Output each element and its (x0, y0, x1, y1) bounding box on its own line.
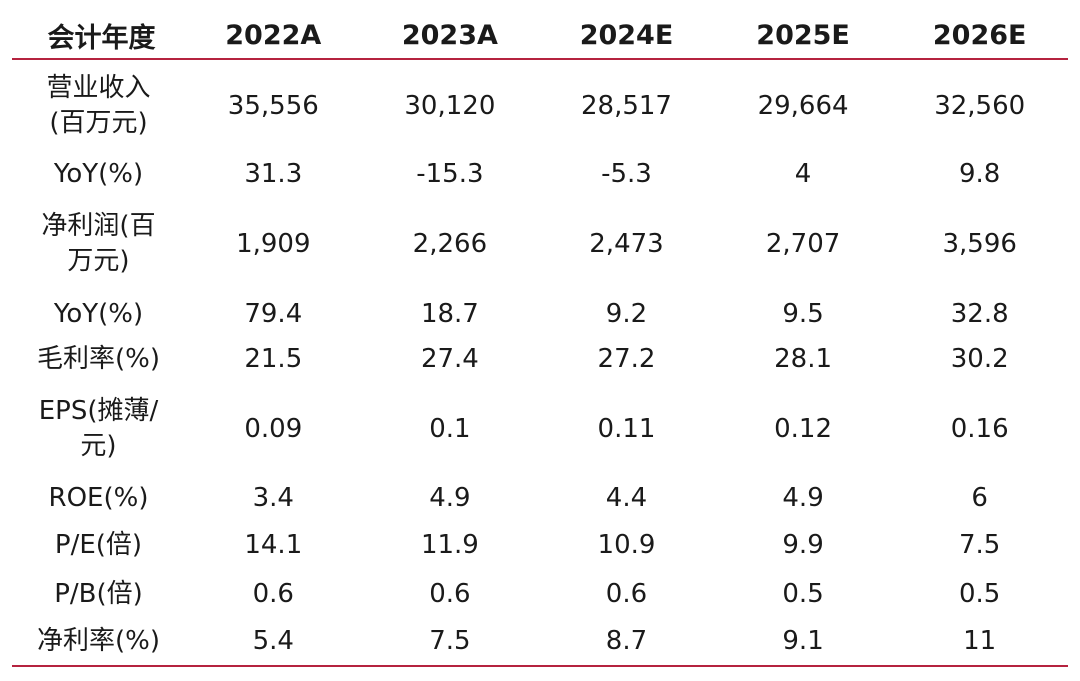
table-row: 净利率(%) 5.4 7.5 8.7 9.1 11 (12, 618, 1068, 667)
table-row: ROE(%) 3.4 4.9 4.4 4.9 6 (12, 475, 1068, 521)
table-row: 毛利率(%) 21.5 27.4 27.2 28.1 30.2 (12, 336, 1068, 383)
row-label: 毛利率(%) (37, 344, 160, 374)
table-cell: 32.8 (950, 298, 1009, 329)
table-row: EPS(摊薄/ 元) 0.09 0.1 0.11 0.12 0.16 (12, 383, 1068, 475)
row-label: YoY(%) (53, 298, 144, 329)
forecast-table: 会计年度 2022A 2023A 2024E 2025E 2026E 营业收入 … (12, 12, 1068, 667)
table-row: YoY(%) 79.4 18.7 9.2 9.5 32.8 (12, 292, 1068, 336)
table-cell: 8.7 (538, 618, 715, 667)
row-label: 净利率(%) (12, 618, 185, 667)
table-cell: 9.1 (714, 618, 892, 667)
table-cell: 4.4 (605, 482, 648, 513)
table-cell: 1,909 (236, 228, 311, 259)
header-year: 2026E (891, 12, 1068, 60)
table-header: 会计年度 2022A 2023A 2024E 2025E 2026E (12, 12, 1068, 60)
table-cell: 0.11 (597, 413, 656, 444)
table-cell: 0.6 (252, 578, 294, 609)
table-cell: 0.6 (605, 578, 648, 609)
table-cell: 2,266 (412, 228, 488, 259)
table-cell: 0.1 (429, 413, 471, 444)
header-label: 会计年度 (12, 12, 185, 60)
table-cell: 30.2 (950, 344, 1009, 374)
table-row: 营业收入 (百万元) 35,556 30,120 28,517 29,664 32,560 (12, 59, 1068, 152)
row-label: ROE(%) (48, 482, 149, 513)
row-label: YoY(%) (53, 158, 144, 189)
table-cell: 11.9 (420, 530, 479, 560)
table-cell: 18.7 (420, 298, 479, 329)
table-cell: 29,664 (757, 90, 849, 121)
table-cell: 11 (891, 618, 1068, 667)
table-cell: 28.1 (774, 344, 833, 374)
table-cell: 3,596 (942, 228, 1017, 259)
table-cell: 4.9 (782, 482, 824, 513)
table-cell: 79.4 (244, 298, 303, 329)
financial-forecast-table: 会计年度 2022A 2023A 2024E 2025E 2026E 营业收入 … (12, 12, 1068, 667)
table-cell: 0.12 (774, 413, 833, 444)
table-cell: 7.5 (959, 530, 1001, 560)
table-row: P/B(倍) 0.6 0.6 0.6 0.5 0.5 (12, 570, 1068, 618)
table-body: 营业收入 (百万元) 35,556 30,120 28,517 29,664 32,560… (12, 59, 1068, 667)
header-year: 2025E (714, 12, 892, 60)
header-year: 2023A (361, 12, 539, 60)
header-year: 2024E (538, 12, 715, 60)
header-year: 2022A (185, 12, 362, 60)
table-cell: 35,556 (227, 90, 319, 121)
table-cell: 0.5 (782, 578, 824, 609)
table-cell: 0.09 (244, 413, 303, 444)
table-cell: 7.5 (361, 618, 539, 667)
table-row: YoY(%) 31.3 -15.3 -5.3 4 9.8 (12, 152, 1068, 196)
table-cell: 9.2 (605, 298, 648, 329)
table-cell: 2,473 (589, 228, 664, 259)
row-label: P/E(倍) (54, 530, 143, 560)
table-row: 净利润(百 万元) 1,909 2,266 2,473 2,707 3,596 (12, 196, 1068, 292)
table-cell: 28,517 (580, 90, 672, 121)
table-cell: 9.5 (782, 298, 824, 329)
table-cell: 31.3 (244, 158, 303, 189)
table-cell: 6 (971, 482, 988, 513)
header-row: 会计年度 2022A 2023A 2024E 2025E 2026E (12, 12, 1068, 60)
table-row: P/E(倍) 14.1 11.9 10.9 9.9 7.5 (12, 521, 1068, 570)
row-label: 净利润(百 万元) (41, 211, 156, 276)
table-cell: 0.6 (429, 578, 471, 609)
table-cell: 10.9 (597, 530, 656, 560)
table-cell: 30,120 (404, 90, 496, 121)
table-cell: 21.5 (244, 344, 303, 374)
table-cell: 5.4 (185, 618, 362, 667)
table-cell: 9.9 (782, 530, 824, 560)
table-cell: 2,707 (765, 228, 841, 259)
table-cell: 27.4 (420, 344, 479, 374)
table-cell: -5.3 (601, 158, 652, 189)
row-label: 营业收入 (百万元) (46, 73, 151, 138)
row-label: EPS(摊薄/ 元) (38, 396, 159, 461)
table-cell: 9.8 (959, 158, 1001, 189)
table-cell: 27.2 (597, 344, 656, 374)
row-label: P/B(倍) (54, 578, 143, 609)
table-cell: 0.16 (950, 413, 1009, 444)
table-cell: -15.3 (416, 158, 484, 189)
table-cell: 4.9 (429, 482, 471, 513)
table-cell: 3.4 (252, 482, 294, 513)
table-cell: 4 (794, 158, 812, 189)
table-cell: 0.5 (959, 578, 1001, 609)
table-cell: 14.1 (244, 530, 303, 560)
table-cell: 32,560 (934, 90, 1026, 121)
